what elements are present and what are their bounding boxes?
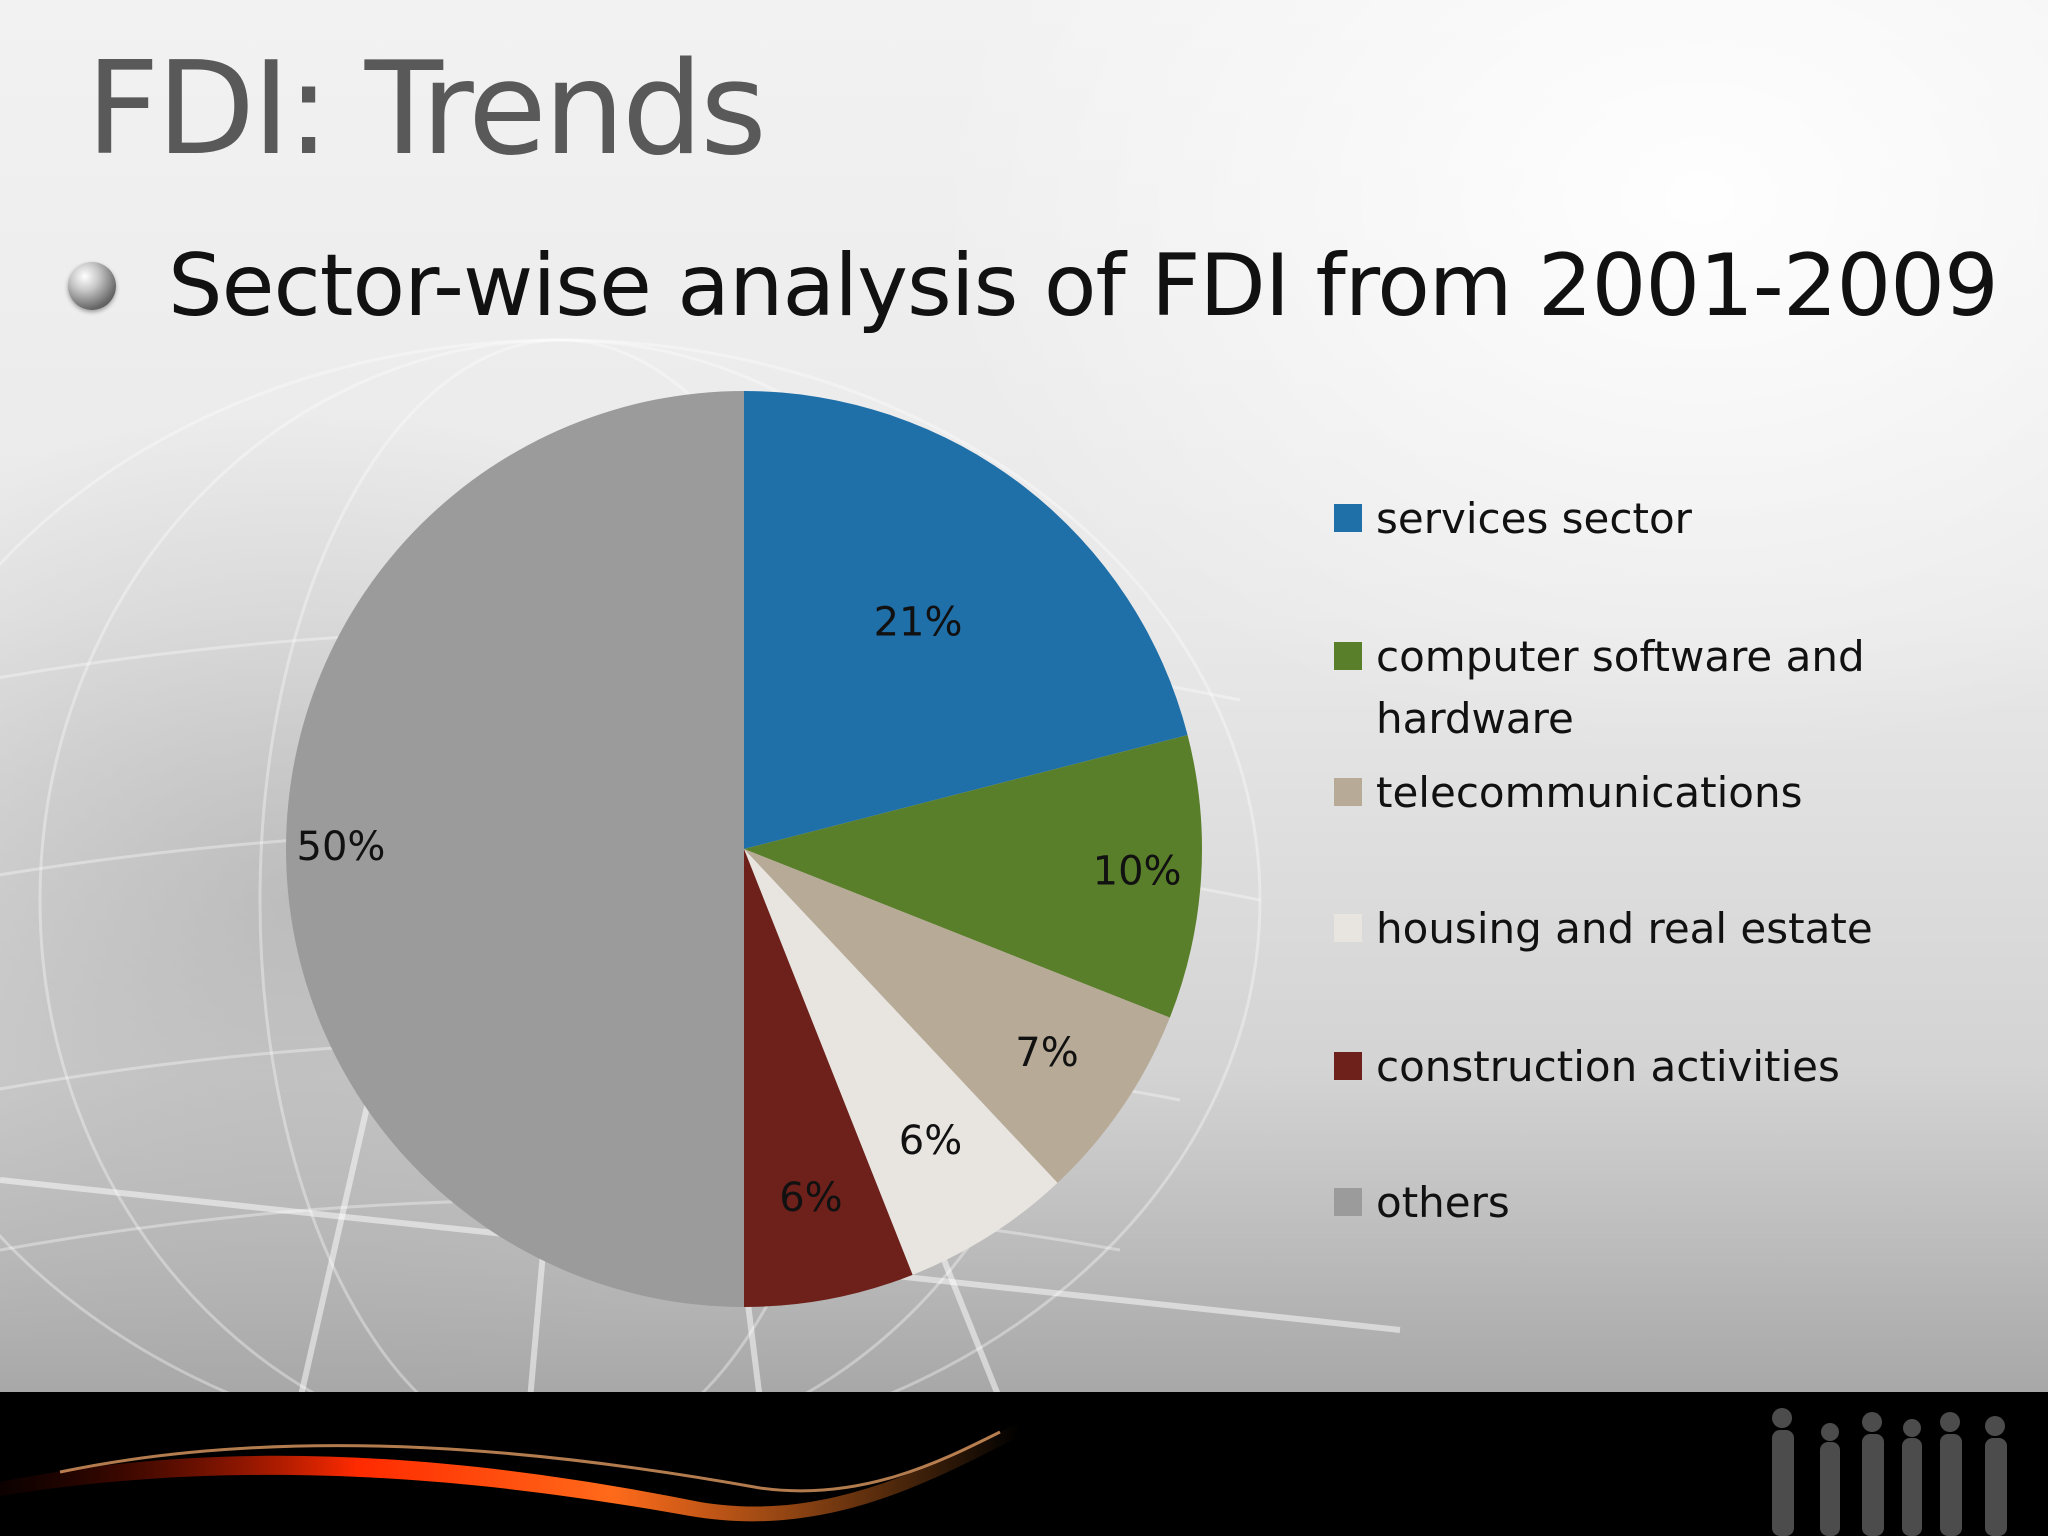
footer-swoosh — [0, 1408, 2007, 1536]
bullet-orb-icon — [68, 262, 116, 310]
slide-title: FDI: Trends — [86, 35, 767, 184]
legend-swatch — [1334, 1052, 1362, 1080]
legend-swatch — [1334, 642, 1362, 670]
pie-labels: 21% 10% 7% 6% 6% 50% — [297, 600, 1182, 1221]
pie-data-label: 50% — [297, 824, 386, 870]
legend-label: computer software and hardware — [1376, 632, 1865, 743]
legend-label: telecommunications — [1376, 768, 1803, 817]
legend-swatch — [1334, 504, 1362, 532]
pie-data-label: 6% — [779, 1175, 842, 1221]
pie-data-label: 6% — [899, 1118, 962, 1164]
pie-slice-construction-activities — [744, 849, 913, 1307]
people-silhouettes-icon — [1772, 1408, 2007, 1536]
pie-data-label: 10% — [1093, 849, 1182, 895]
pie-slice-computer-software-and-hardware — [744, 735, 1202, 1018]
legend-item: construction activities — [1334, 1036, 1936, 1098]
pie-data-label: 21% — [874, 600, 963, 646]
pie-slice-others — [286, 391, 744, 1307]
pie-slices — [286, 391, 1202, 1307]
legend-item: computer software and hardware — [1334, 626, 1936, 750]
legend-item: others — [1334, 1172, 1936, 1234]
legend-label: others — [1376, 1178, 1510, 1227]
pie-slice-services-sector — [744, 391, 1188, 849]
pie-chart: 21% 10% 7% 6% 6% 50% — [286, 391, 1202, 1307]
legend-swatch — [1334, 1188, 1362, 1216]
legend-item: telecommunications — [1334, 762, 1936, 824]
legend-swatch — [1334, 778, 1362, 806]
legend-swatch — [1334, 914, 1362, 942]
legend-item: services sector — [1334, 488, 1936, 550]
pie-data-label: 7% — [1015, 1030, 1078, 1076]
pie-slice-telecommunications — [744, 849, 1170, 1183]
legend-label: services sector — [1376, 494, 1692, 543]
legend-item: housing and real estate — [1334, 898, 1936, 960]
legend-label: housing and real estate — [1376, 904, 1873, 953]
footer-bar — [0, 1392, 2048, 1536]
bullet-point: Sector-wise analysis of FDI from 2001-20… — [68, 236, 1999, 336]
bullet-text: Sector-wise analysis of FDI from 2001-20… — [168, 236, 1999, 336]
pie-slice-housing-and-real-estate — [744, 849, 1058, 1275]
legend-label: construction activities — [1376, 1042, 1840, 1091]
